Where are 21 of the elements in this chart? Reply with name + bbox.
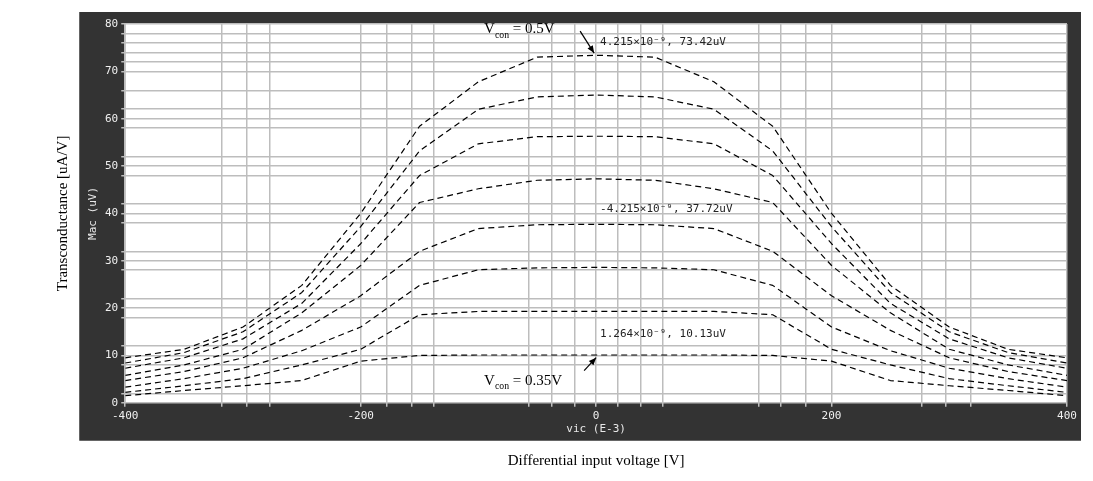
y-tick-label: 0 (111, 395, 119, 409)
x-tick-label: -400 (112, 409, 139, 423)
x-tick-label: 0 (592, 409, 600, 423)
x-tick-label: -200 (347, 409, 374, 423)
y-tick-label: 60 (105, 111, 119, 125)
y-tick-label: 40 (105, 206, 119, 220)
x-axis-title: Differential input voltage [V] (507, 451, 685, 468)
y-tick-label: 70 (105, 64, 119, 78)
x-tick-label: 400 (1057, 409, 1077, 423)
annotation: 1.264×10⁻⁹, 10.13uV (600, 326, 727, 340)
annotation: 4.215×10⁻⁹, 73.42uV (600, 35, 727, 49)
y-axis-title: Transconductance [uA/V] (53, 135, 70, 292)
text: Mac (uV) (86, 186, 100, 240)
y-tick-label: 30 (105, 253, 119, 267)
text: vic (E-3) (566, 421, 626, 435)
y-tick-label: 20 (105, 300, 119, 314)
x-tick-label: 200 (821, 409, 842, 423)
y-tick-label: 80 (105, 16, 119, 30)
y-tick-label: 50 (105, 158, 119, 172)
y-tick-label: 10 (105, 348, 119, 362)
annotation: -4.215×10⁻⁹, 37.72uV (600, 202, 733, 216)
